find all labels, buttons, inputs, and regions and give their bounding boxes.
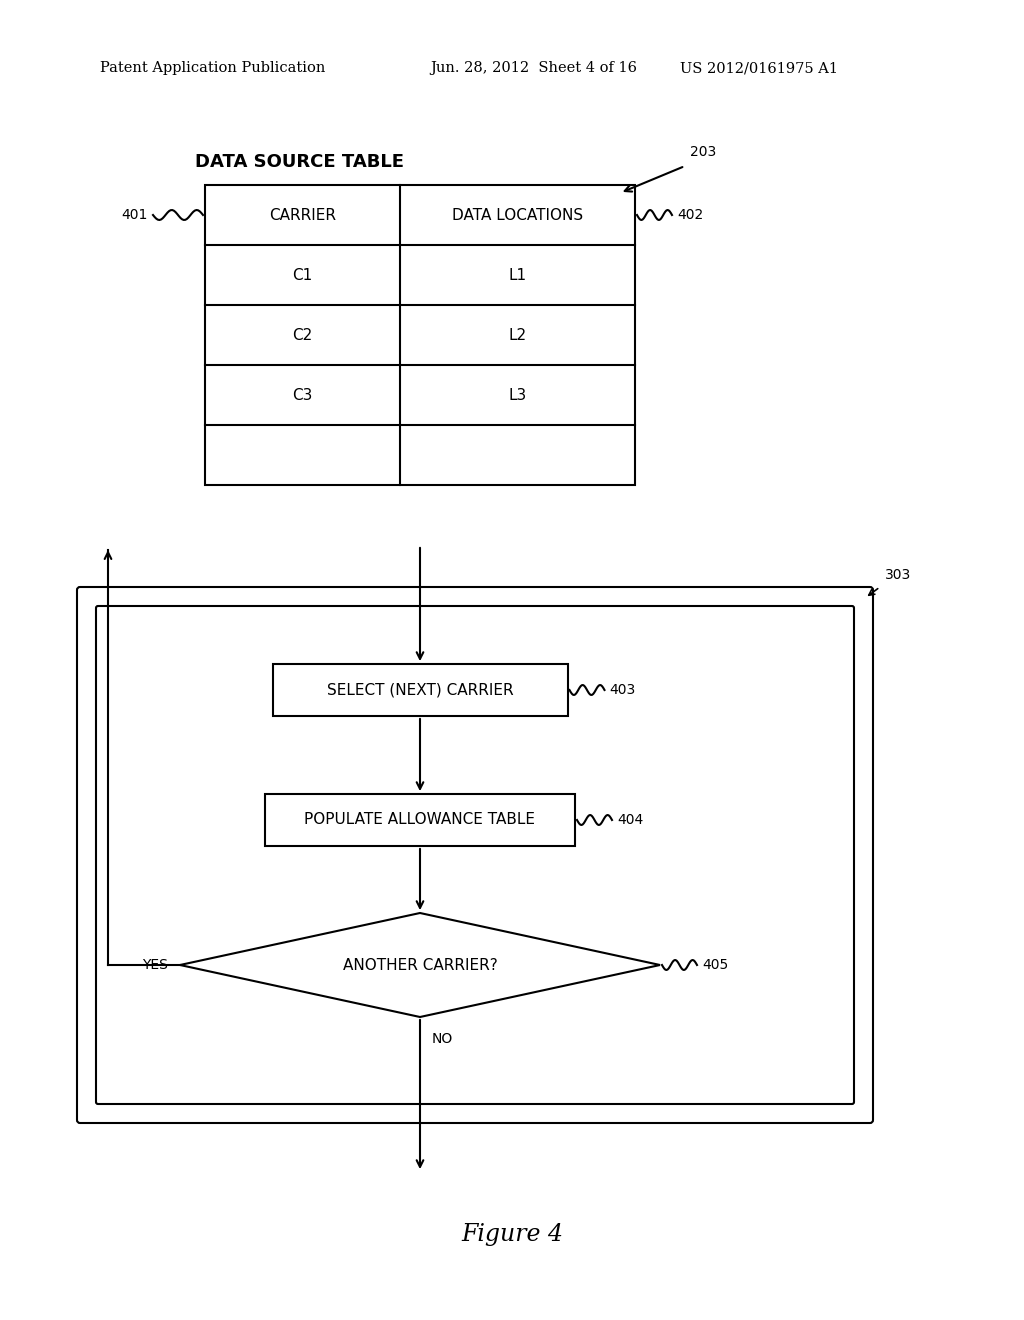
Text: L2: L2 bbox=[509, 327, 526, 342]
Text: 405: 405 bbox=[702, 958, 728, 972]
Text: 403: 403 bbox=[609, 682, 636, 697]
Text: CARRIER: CARRIER bbox=[269, 207, 336, 223]
Text: NO: NO bbox=[432, 1032, 454, 1045]
Bar bbox=[205, 185, 635, 484]
Text: DATA LOCATIONS: DATA LOCATIONS bbox=[452, 207, 583, 223]
Text: POPULATE ALLOWANCE TABLE: POPULATE ALLOWANCE TABLE bbox=[304, 813, 536, 828]
Bar bbox=[272, 664, 567, 715]
Text: ANOTHER CARRIER?: ANOTHER CARRIER? bbox=[343, 957, 498, 973]
Text: 404: 404 bbox=[617, 813, 643, 828]
Text: SELECT (NEXT) CARRIER: SELECT (NEXT) CARRIER bbox=[327, 682, 513, 697]
Bar bbox=[265, 795, 575, 846]
Text: C3: C3 bbox=[292, 388, 312, 403]
Text: 303: 303 bbox=[885, 568, 911, 582]
Text: C2: C2 bbox=[293, 327, 312, 342]
Text: 203: 203 bbox=[690, 145, 716, 158]
Text: YES: YES bbox=[142, 958, 168, 972]
Text: L1: L1 bbox=[509, 268, 526, 282]
Text: 401: 401 bbox=[122, 209, 148, 222]
Text: 402: 402 bbox=[677, 209, 703, 222]
Text: Figure 4: Figure 4 bbox=[461, 1224, 563, 1246]
Text: Patent Application Publication: Patent Application Publication bbox=[100, 61, 326, 75]
Text: L3: L3 bbox=[508, 388, 526, 403]
Text: C1: C1 bbox=[293, 268, 312, 282]
Text: DATA SOURCE TABLE: DATA SOURCE TABLE bbox=[195, 153, 404, 172]
Text: Jun. 28, 2012  Sheet 4 of 16: Jun. 28, 2012 Sheet 4 of 16 bbox=[430, 61, 637, 75]
Text: US 2012/0161975 A1: US 2012/0161975 A1 bbox=[680, 61, 838, 75]
